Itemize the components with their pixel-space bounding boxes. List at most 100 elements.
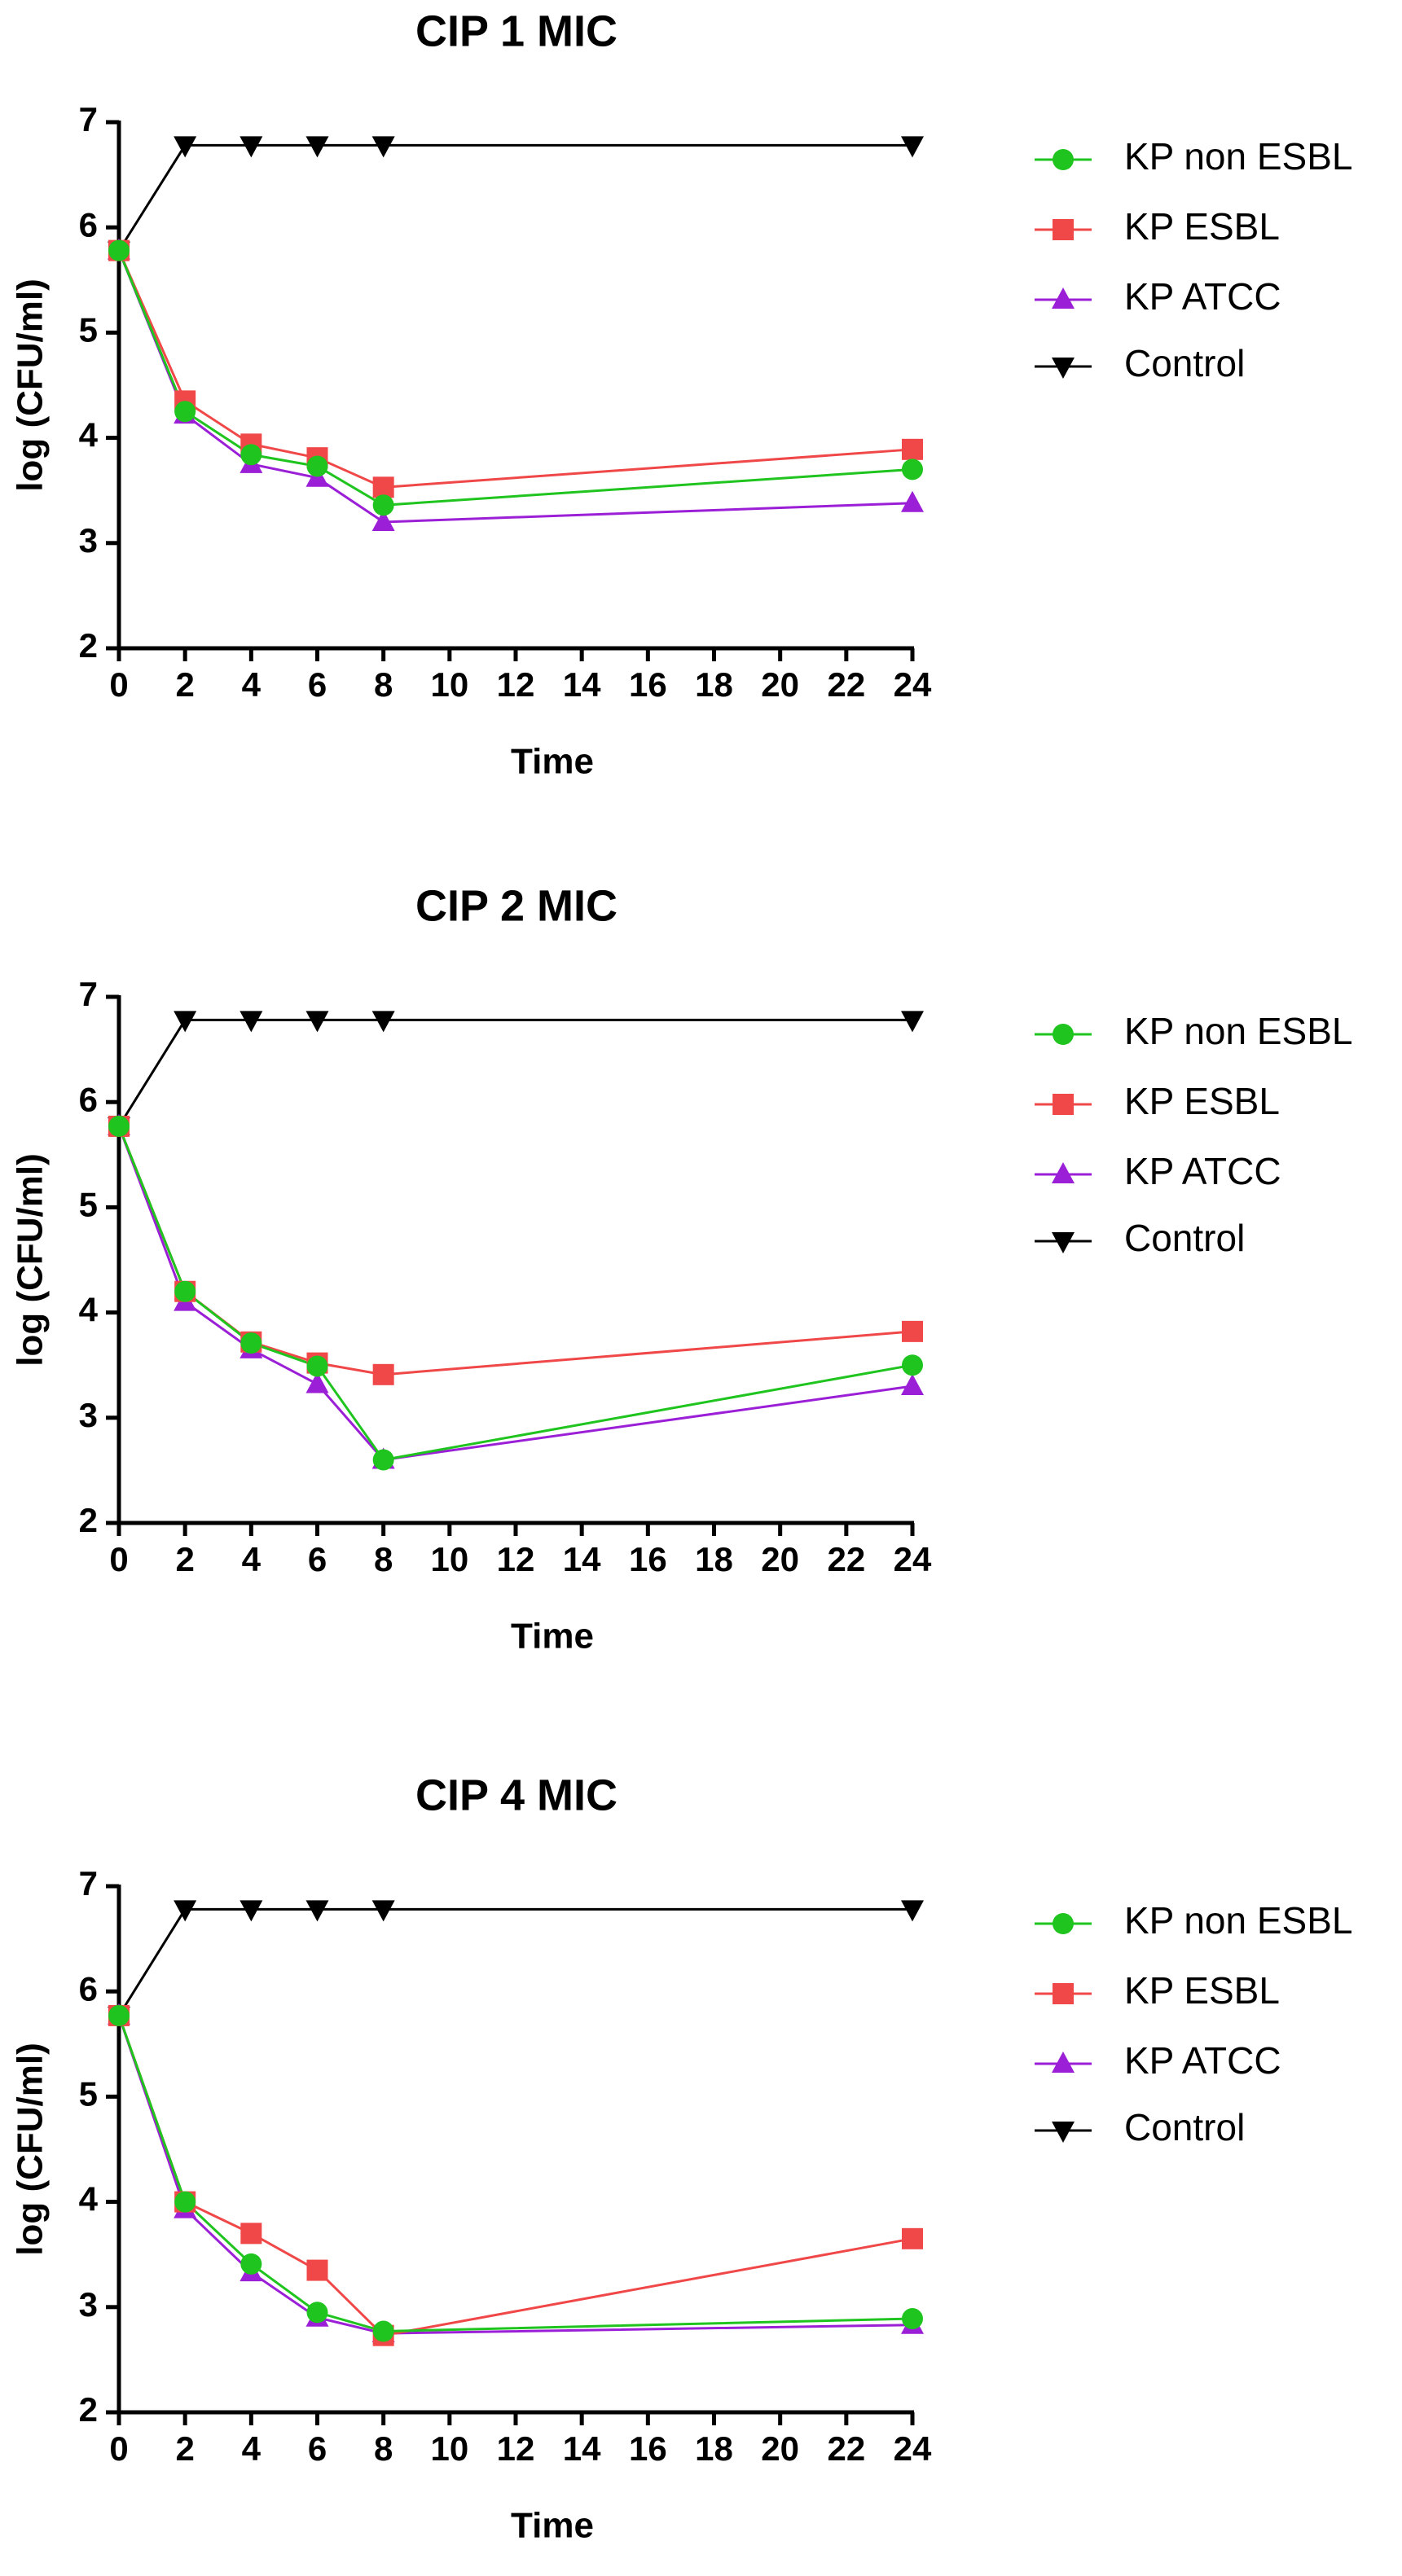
series-line xyxy=(117,143,912,252)
marker xyxy=(902,459,923,481)
x-tick-label: 14 xyxy=(563,2429,601,2468)
legend-label: KP ATCC xyxy=(1124,2039,1281,2082)
marker xyxy=(174,1011,197,1033)
marker xyxy=(174,136,197,158)
marker xyxy=(108,239,130,261)
marker xyxy=(902,1320,923,1342)
x-tick-label: 12 xyxy=(497,2429,535,2468)
x-tick-label: 8 xyxy=(374,665,393,704)
x-tick-label: 22 xyxy=(827,1540,865,1578)
x-tick-label: 12 xyxy=(497,665,535,704)
marker xyxy=(1053,1913,1074,1934)
chart-title: CIP 4 MIC xyxy=(415,1771,617,1819)
x-tick-label: 14 xyxy=(563,1540,601,1578)
marker xyxy=(108,2004,130,2026)
y-tick-label: 6 xyxy=(79,1080,98,1118)
y-tick-label: 4 xyxy=(79,2180,99,2218)
y-tick-label: 2 xyxy=(79,2390,98,2429)
legend-label: KP non ESBL xyxy=(1124,1010,1352,1052)
marker xyxy=(902,2227,923,2249)
marker xyxy=(240,1332,262,1354)
marker xyxy=(306,2259,328,2281)
y-tick-label: 6 xyxy=(79,205,98,244)
marker xyxy=(372,1363,394,1385)
x-tick-label: 0 xyxy=(109,1540,128,1578)
marker xyxy=(305,1011,329,1033)
series-line xyxy=(117,2015,913,2337)
legend-label: KP ESBL xyxy=(1124,1080,1280,1122)
series-line xyxy=(117,1126,913,1462)
marker xyxy=(1053,1983,1074,2004)
marker xyxy=(371,1900,395,1922)
x-tick-label: 22 xyxy=(827,665,865,704)
legend-label: Control xyxy=(1124,342,1245,384)
x-tick-label: 4 xyxy=(242,665,262,704)
series-line xyxy=(117,2015,913,2335)
marker xyxy=(240,136,263,158)
marker xyxy=(372,2320,394,2342)
marker xyxy=(371,509,395,531)
marker xyxy=(240,1900,263,1922)
x-tick-label: 20 xyxy=(761,665,799,704)
marker xyxy=(305,136,329,158)
legend-label: Control xyxy=(1124,2106,1245,2148)
y-tick-label: 6 xyxy=(79,1969,98,2008)
x-tick-label: 16 xyxy=(629,665,667,704)
marker xyxy=(901,1374,924,1396)
x-tick-label: 24 xyxy=(894,1540,932,1578)
series-line xyxy=(117,2015,913,2333)
legend-label: KP non ESBL xyxy=(1124,1899,1352,1942)
y-tick-label: 7 xyxy=(79,100,98,138)
marker xyxy=(1053,1024,1074,1045)
marker xyxy=(306,2302,328,2324)
marker xyxy=(372,476,394,498)
marker xyxy=(240,2223,262,2245)
series-line xyxy=(117,1018,912,1127)
marker xyxy=(901,1900,924,1922)
marker xyxy=(174,1900,197,1922)
series-line xyxy=(117,1907,912,2016)
marker xyxy=(901,136,924,158)
chart-title: CIP 1 MIC xyxy=(415,7,617,55)
legend-label: Control xyxy=(1124,1217,1245,1259)
y-tick-label: 3 xyxy=(79,521,98,560)
y-tick-label: 3 xyxy=(79,2285,98,2324)
series-line xyxy=(117,1126,913,1376)
marker xyxy=(372,1449,394,1471)
series-line xyxy=(117,250,913,524)
marker xyxy=(305,1900,329,1922)
marker xyxy=(902,2308,923,2330)
y-tick-label: 5 xyxy=(79,2074,98,2113)
series-line xyxy=(117,1126,913,1462)
x-tick-label: 6 xyxy=(308,2429,327,2468)
series-line xyxy=(117,250,913,507)
marker xyxy=(1053,219,1074,240)
y-tick-label: 2 xyxy=(79,1501,98,1539)
marker xyxy=(306,455,328,477)
marker xyxy=(1053,1094,1074,1115)
marker xyxy=(1052,1162,1075,1183)
x-tick-label: 4 xyxy=(242,1540,262,1578)
marker xyxy=(1052,287,1075,309)
x-tick-label: 18 xyxy=(695,665,733,704)
x-tick-label: 0 xyxy=(109,2429,128,2468)
legend-label: KP ATCC xyxy=(1124,1150,1281,1192)
y-axis-label: log (CFU/ml) xyxy=(11,279,51,492)
marker xyxy=(901,490,924,512)
marker xyxy=(240,2253,262,2275)
x-tick-label: 12 xyxy=(497,1540,535,1578)
marker xyxy=(174,401,196,423)
y-tick-label: 7 xyxy=(79,975,98,1013)
legend-label: KP ESBL xyxy=(1124,205,1280,248)
marker xyxy=(371,1011,395,1033)
marker xyxy=(108,1115,130,1137)
series-line xyxy=(117,250,913,489)
chart-title: CIP 2 MIC xyxy=(415,881,617,930)
x-tick-label: 20 xyxy=(761,2429,799,2468)
marker xyxy=(1053,149,1074,170)
marker xyxy=(240,1011,263,1033)
